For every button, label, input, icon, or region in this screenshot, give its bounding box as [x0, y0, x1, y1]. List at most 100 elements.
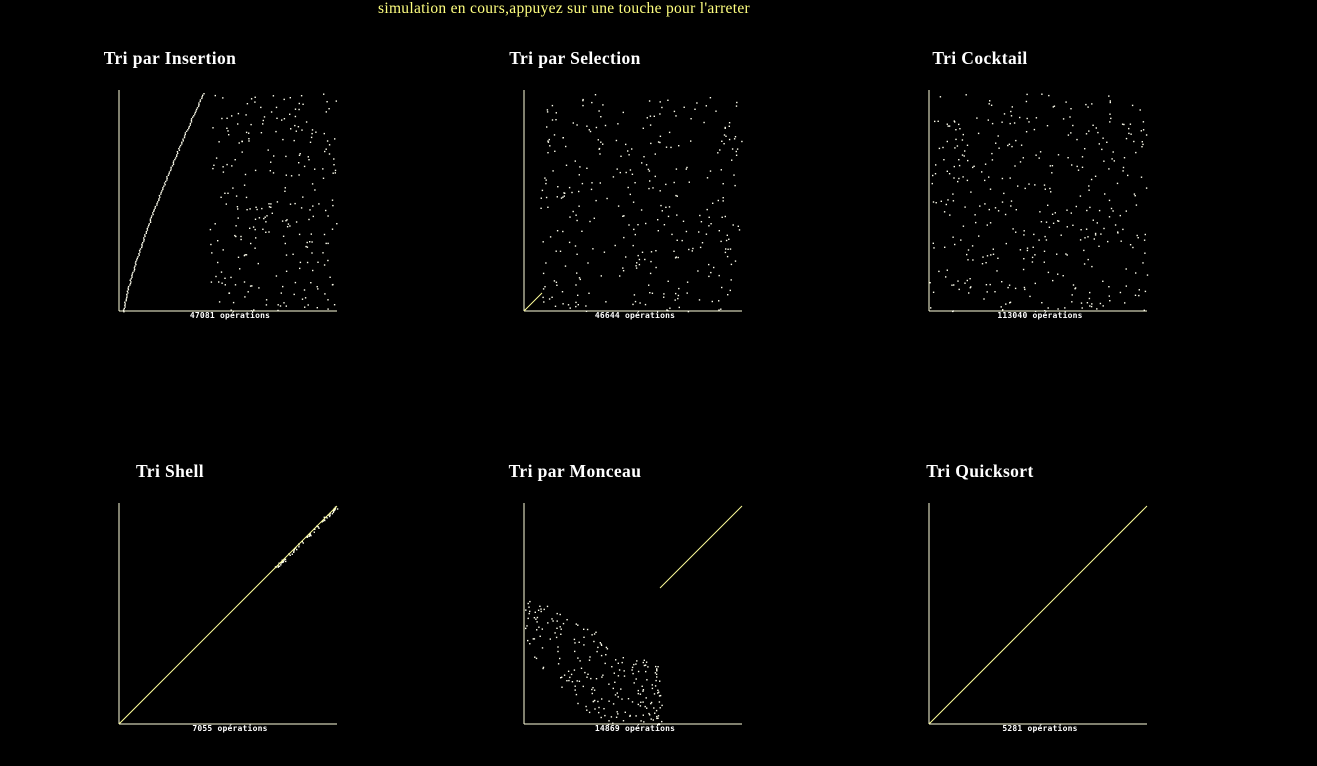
data-point [615, 139, 618, 142]
data-point [1086, 209, 1088, 212]
data-point [1119, 214, 1121, 217]
data-point [541, 647, 544, 649]
data-point [315, 131, 317, 133]
data-point [629, 715, 631, 717]
data-point [729, 248, 732, 250]
data-point [984, 163, 987, 165]
data-point [333, 158, 335, 160]
data-point [610, 716, 613, 718]
data-point [1090, 178, 1093, 181]
data-point [141, 246, 143, 249]
data-point [171, 165, 174, 167]
data-point [329, 276, 331, 278]
data-point [301, 129, 303, 131]
data-point [212, 167, 214, 170]
data-point [625, 256, 627, 258]
data-point [1026, 93, 1028, 96]
data-point [166, 179, 168, 181]
data-point [657, 219, 659, 221]
data-point [617, 205, 620, 207]
data-point [954, 243, 956, 246]
data-point [220, 271, 223, 273]
data-point [632, 201, 635, 203]
data-point [285, 560, 287, 563]
operations-counter: 7055 opérations [120, 724, 340, 733]
data-point [178, 147, 180, 150]
data-point [657, 230, 659, 232]
data-point [1109, 121, 1111, 123]
data-point [268, 231, 270, 233]
data-point [190, 119, 193, 122]
data-point [1108, 295, 1110, 297]
data-point [970, 286, 972, 288]
data-point [124, 304, 126, 307]
data-point [262, 228, 264, 230]
data-point [299, 261, 302, 264]
data-point [270, 206, 272, 208]
data-point [1094, 234, 1097, 236]
data-point [645, 661, 648, 663]
data-point [245, 254, 248, 256]
data-point [133, 270, 135, 272]
data-point [1080, 229, 1082, 231]
data-point [174, 157, 177, 159]
data-point [163, 185, 165, 187]
data-point [690, 118, 692, 120]
data-point [637, 703, 639, 706]
data-point [284, 190, 286, 192]
data-point [687, 310, 690, 313]
data-point [616, 168, 618, 170]
data-point [612, 722, 614, 724]
data-point [1102, 280, 1104, 282]
panel-title: Tri par Monceau [508, 461, 642, 481]
data-point [603, 251, 606, 253]
data-point [657, 666, 659, 668]
operations-counter: 113040 opérations [930, 311, 1150, 320]
data-point [639, 693, 642, 695]
data-point [560, 197, 563, 199]
data-point [273, 155, 275, 157]
data-point [734, 136, 737, 138]
data-point [724, 127, 726, 129]
data-point [138, 253, 140, 255]
data-point [557, 650, 559, 653]
data-point [1104, 193, 1106, 195]
data-point [299, 153, 301, 155]
data-point [720, 240, 722, 243]
data-point [1125, 285, 1127, 287]
data-point [1039, 151, 1042, 153]
operations-count: 7055 [192, 724, 213, 733]
data-point [585, 705, 587, 708]
data-point [674, 299, 676, 301]
data-point [643, 156, 645, 158]
data-point [163, 182, 166, 184]
data-point [595, 631, 597, 633]
data-point [983, 298, 985, 300]
data-point [549, 145, 551, 147]
data-point [967, 249, 970, 251]
data-point [281, 561, 283, 564]
data-point [1029, 295, 1031, 298]
data-point [1032, 246, 1034, 248]
data-point [265, 221, 267, 223]
data-point [331, 228, 334, 230]
data-point [195, 110, 197, 112]
data-point [576, 124, 578, 126]
data-point [555, 119, 557, 121]
data-point [1014, 287, 1017, 290]
data-point [134, 262, 137, 264]
data-point [958, 164, 961, 167]
data-point [237, 208, 239, 210]
data-point [1003, 192, 1005, 195]
data-point [694, 108, 696, 110]
data-point [579, 278, 581, 281]
data-point [162, 188, 164, 191]
data-point [623, 675, 626, 677]
data-point [1052, 222, 1055, 224]
data-point [1007, 286, 1009, 289]
data-point [1066, 254, 1068, 256]
data-point [575, 623, 577, 625]
data-point [1081, 166, 1084, 168]
data-point [986, 224, 988, 226]
data-point [540, 608, 542, 610]
